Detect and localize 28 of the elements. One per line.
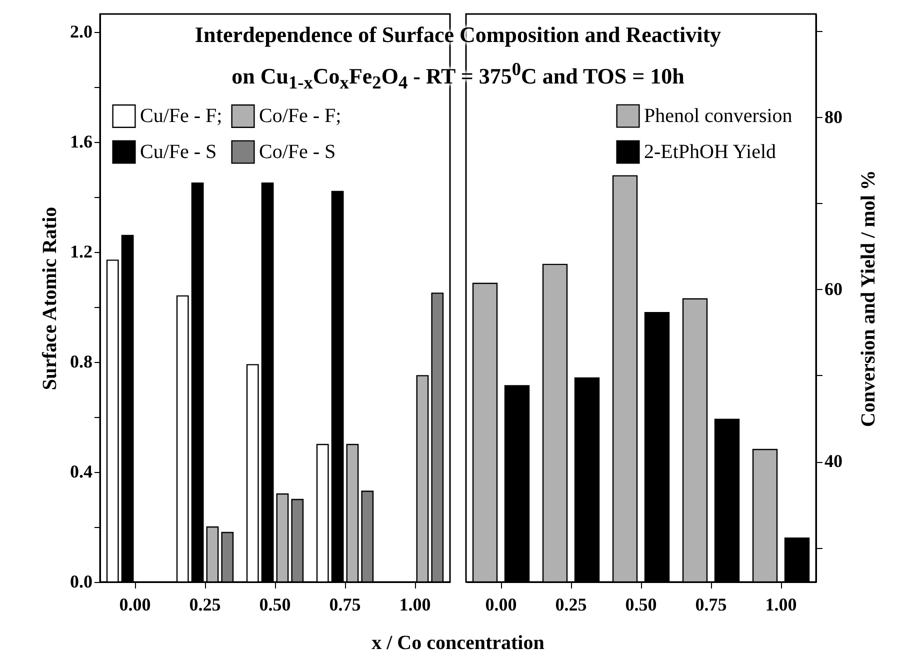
- x-tick-label: 0.50: [625, 594, 657, 614]
- x-tick-label: 0.75: [695, 594, 727, 614]
- legend-label: Co/Fe - S: [259, 141, 336, 163]
- y2-tick-label: 60: [824, 278, 842, 299]
- x-tick-label: 1.00: [765, 594, 797, 614]
- legend-label: 2-EtPhOH Yield: [644, 141, 776, 163]
- y-tick-label: 1.6: [70, 131, 92, 152]
- legend-label: Cu/Fe - F;: [140, 105, 222, 128]
- x-axis-title: x / Co concentration: [370, 632, 546, 655]
- x-tick-label: 0.00: [119, 594, 151, 614]
- x-tick-label: 1.00: [399, 594, 431, 614]
- x-tick-label: 0.00: [485, 594, 517, 614]
- y2-tick-label: 40: [824, 451, 842, 472]
- x-tick-label: 0.25: [555, 594, 587, 614]
- y-tick-label: 0.8: [70, 351, 92, 372]
- y2-tick-label: 80: [824, 106, 842, 127]
- y2-axis-title: Conversion and Yield / mol %: [858, 170, 880, 427]
- y-tick-label: 2.0: [70, 21, 92, 42]
- y-tick-label: 0.0: [70, 572, 92, 592]
- y-tick-label: 1.2: [70, 241, 92, 262]
- x-tick-label: 0.75: [329, 594, 361, 614]
- x-tick-label: 0.25: [189, 594, 221, 614]
- y-tick-label: 0.4: [70, 461, 92, 482]
- legend-label: Co/Fe - F;: [259, 105, 342, 128]
- legend-label: Cu/Fe - S: [140, 141, 217, 163]
- x-tick-label: 0.50: [259, 594, 291, 614]
- y-axis-title: Surface Atomic Ratio: [39, 206, 61, 390]
- legend-label: Phenol conversion: [644, 105, 792, 127]
